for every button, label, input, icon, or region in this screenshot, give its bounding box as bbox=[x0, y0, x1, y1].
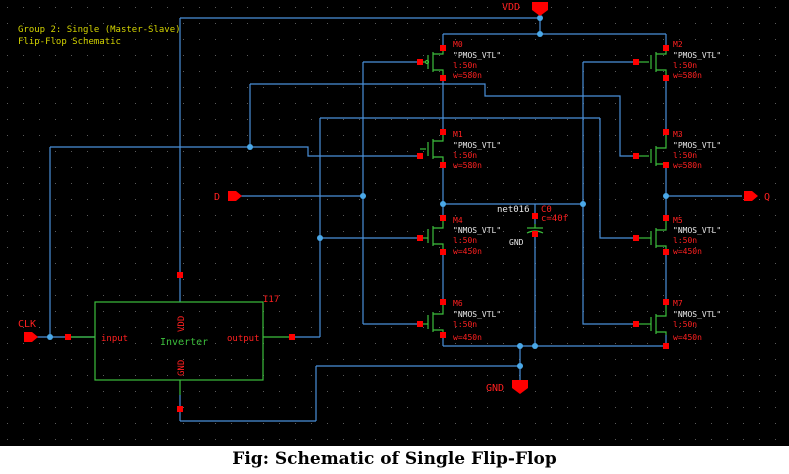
m0-model: "PMOS_VTL" bbox=[453, 51, 501, 60]
d-pin-label: D bbox=[214, 192, 220, 203]
inverter-name-label: Inverter bbox=[160, 337, 208, 348]
m3-l: l:50n bbox=[673, 151, 697, 160]
m7-model: "NMOS_VTL" bbox=[673, 310, 721, 319]
m2-model: "PMOS_VTL" bbox=[673, 51, 721, 60]
c0-id-label: C0 bbox=[541, 205, 552, 215]
figure-caption: Fig: Schematic of Single Flip-Flop bbox=[232, 449, 557, 469]
m7-symbol bbox=[636, 302, 667, 335]
clk-pin[interactable] bbox=[24, 332, 38, 342]
vdd-pin[interactable] bbox=[532, 2, 548, 16]
m5-model: "NMOS_VTL" bbox=[673, 226, 721, 235]
inverter-box[interactable] bbox=[94, 301, 264, 381]
m5-w: w=450n bbox=[673, 247, 702, 256]
m2-id: M2 bbox=[673, 40, 683, 49]
m3-model: "PMOS_VTL" bbox=[673, 141, 721, 150]
m3-id: M3 bbox=[673, 130, 683, 139]
m1-id: M1 bbox=[453, 130, 463, 139]
schematic-svg: Group 2: Single (Master-Slave) Flip-Flop… bbox=[0, 0, 789, 446]
inverter-vdd-label: VDD bbox=[177, 316, 187, 332]
vdd-pin-label: VDD bbox=[502, 2, 520, 13]
note-line1: Group 2: Single (Master-Slave) bbox=[18, 25, 181, 35]
m4-l: l:50n bbox=[453, 236, 477, 245]
gnd-pin[interactable] bbox=[512, 380, 528, 394]
m7-l: l:50n bbox=[673, 320, 697, 329]
terminal-squares bbox=[65, 45, 669, 412]
m6-model: "NMOS_VTL" bbox=[453, 310, 501, 319]
note-line2: Flip-Flop Schematic bbox=[18, 37, 121, 47]
inverter-output-label: output bbox=[227, 334, 260, 344]
junction-dots bbox=[47, 15, 669, 369]
m2-w: w=580n bbox=[673, 71, 702, 80]
m6-id: M6 bbox=[453, 299, 463, 308]
m4-model: "NMOS_VTL" bbox=[453, 226, 501, 235]
gnd-pin-label: GND bbox=[486, 383, 504, 394]
m4-w: w=450n bbox=[453, 247, 482, 256]
grid-dots bbox=[0, 0, 789, 446]
schematic-canvas: Group 2: Single (Master-Slave) Flip-Flop… bbox=[0, 0, 789, 446]
m1-w: w=580n bbox=[453, 161, 482, 170]
m3-w: w=580n bbox=[673, 161, 702, 170]
m5-id: M5 bbox=[673, 216, 683, 225]
m6-l: l:50n bbox=[453, 320, 477, 329]
m0-id: M0 bbox=[453, 40, 463, 49]
m0-w: w=580n bbox=[453, 71, 482, 80]
q-pin-label: Q bbox=[764, 192, 770, 203]
m7-w: w=450n bbox=[673, 333, 702, 342]
m4-id: M4 bbox=[453, 216, 463, 225]
d-pin[interactable] bbox=[228, 191, 242, 201]
m6-w: w=450n bbox=[453, 333, 482, 342]
m7-id: M7 bbox=[673, 299, 683, 308]
inverter-input-label: input bbox=[101, 334, 128, 344]
pins bbox=[24, 2, 758, 394]
c0-gnd-label: GND bbox=[509, 238, 524, 247]
inverter-instance-label: I17 bbox=[263, 295, 279, 305]
m1-model: "PMOS_VTL" bbox=[453, 141, 501, 150]
wires bbox=[36, 10, 742, 422]
net016-label: net016 bbox=[497, 205, 530, 215]
m2-l: l:50n bbox=[673, 61, 697, 70]
m0-l: l:50n bbox=[453, 61, 477, 70]
m1-l: l:50n bbox=[453, 151, 477, 160]
c0-value-label: c=40f bbox=[541, 214, 568, 224]
clk-pin-label: CLK bbox=[18, 319, 36, 330]
inverter-gnd-label: GND bbox=[177, 360, 187, 376]
m5-l: l:50n bbox=[673, 236, 697, 245]
q-pin[interactable] bbox=[744, 191, 758, 201]
